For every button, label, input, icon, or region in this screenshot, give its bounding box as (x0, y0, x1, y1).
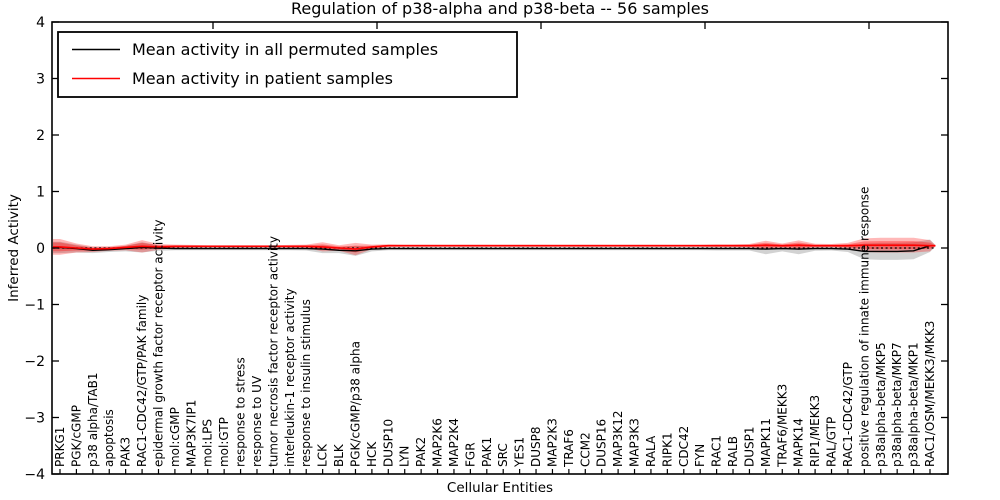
x-tick-label: PGK/cGMP (69, 405, 83, 467)
y-tick-label: 4 (36, 15, 45, 31)
x-tick-label: PAK1 (480, 437, 494, 467)
x-tick-label: HCK (365, 441, 379, 467)
permuted-mean-line (53, 244, 936, 253)
x-tick-label: DUSP10 (381, 419, 395, 467)
x-tick-label: CCM2 (578, 432, 592, 467)
x-tick-label: p38alpha-beta/MKP1 (907, 342, 921, 467)
x-tick-label: MAPK14 (792, 418, 806, 467)
x-tick-label: FYN (693, 444, 707, 467)
x-tick-label: mol:LPS (201, 419, 215, 467)
x-tick-label: PGK/cGMP/p38 alpha (348, 341, 362, 467)
y-tick-label: 3 (36, 72, 45, 88)
y-tick-label: −3 (24, 411, 45, 427)
x-tick-label: LYN (398, 446, 412, 467)
x-tick-label: MAP3K3 (628, 418, 642, 467)
legend-box (57, 31, 518, 98)
x-tick-label: p38 alpha/TAB1 (86, 373, 100, 467)
x-tick-label: response to insulin stimulus (299, 299, 313, 467)
y-tick-label: 1 (36, 185, 45, 201)
x-tick-label: RAL/GTP (825, 417, 839, 467)
x-tick-label: RAC1-CDC42/GTP/PAK family (135, 295, 149, 467)
x-tick-label: RIPK1 (660, 432, 674, 467)
patient-band-outer (53, 237, 936, 256)
x-tick-label: PAK3 (119, 437, 133, 467)
x-tick-label: DUSP1 (742, 426, 756, 467)
x-tick-label: RALB (726, 436, 740, 467)
y-tick-label: 0 (36, 241, 45, 257)
plot-area: 4 3 2 1 0 −1 −2 −3 −4 PRKG1 PGK/cGMP p38 alpha/TAB1… (24, 15, 949, 483)
x-tick-label: mol:GTP (217, 417, 231, 467)
x-tick-label: response to UV (250, 375, 264, 467)
permuted-band (53, 239, 936, 260)
x-tick-label: MAP3K7IP1 (184, 400, 198, 467)
x-tick-label: RIP1/MEKK3 (808, 395, 822, 467)
x-tick-label: TRAF6 (562, 429, 576, 468)
x-tick-label: BLK (332, 443, 346, 467)
x-tick-label: interleukin-1 receptor activity (283, 288, 297, 467)
x-tick-label: PRKG1 (53, 427, 67, 467)
x-tick-label: mol:cGMP (168, 407, 182, 467)
x-tick-label: MAP2K6 (431, 418, 445, 467)
x-tick-label: RALA (644, 435, 658, 467)
legend-label-permuted: Mean activity in all permuted samples (132, 40, 438, 59)
x-tick-label: FGR (463, 442, 477, 467)
x-tick-label: MAP2K4 (447, 418, 461, 467)
x-tick-label: LCK (316, 443, 330, 467)
x-tick-label: response to stress (234, 357, 248, 467)
y-tick-label: −1 (24, 298, 45, 314)
x-tick-label: MAPK11 (759, 418, 773, 467)
x-tick-label: epidermal growth factor receptor activit… (151, 220, 165, 467)
legend: Mean activity in all permuted samples Me… (57, 31, 518, 98)
x-tick-label: MAP2K3 (545, 418, 559, 467)
x-tick-label: RAC1 (710, 435, 724, 467)
chart-title: Regulation of p38-alpha and p38-beta -- … (291, 0, 709, 18)
y-tick-label: −4 (24, 467, 45, 483)
x-tick-label: tumor necrosis factor receptor activity (266, 236, 280, 467)
x-tick-label: RAC1/OSM/MEKK3/MKK3 (923, 321, 937, 467)
x-tick-label: PAK2 (414, 437, 428, 467)
x-tick-label: SRC (496, 443, 510, 467)
x-tick-label: CDC42 (677, 426, 691, 467)
y-axis-label: Inferred Activity (6, 194, 22, 302)
x-tick-label: p38alpha-beta/MKP7 (890, 342, 904, 467)
x-tick-label: p38alpha-beta/MKP5 (874, 342, 888, 467)
x-tick-label: RAC1-CDC42/GTP (841, 362, 855, 467)
x-tick-label: MAP3K12 (611, 410, 625, 467)
legend-label-patient: Mean activity in patient samples (132, 69, 393, 88)
y-tick-label: 2 (36, 128, 45, 144)
x-axis-label: Cellular Entities (447, 480, 553, 496)
x-tick-label: apoptosis (102, 409, 116, 467)
x-tick-label: TRAF6/MEKK3 (775, 384, 789, 468)
y-tick-label: −2 (24, 354, 45, 370)
x-tick-label: YES1 (513, 437, 527, 468)
x-tick-label: DUSP8 (529, 426, 543, 467)
x-tick-label: positive regulation of innate immune res… (857, 187, 871, 467)
x-tick-label: DUSP16 (595, 419, 609, 467)
patient-mean-line (53, 244, 936, 250)
